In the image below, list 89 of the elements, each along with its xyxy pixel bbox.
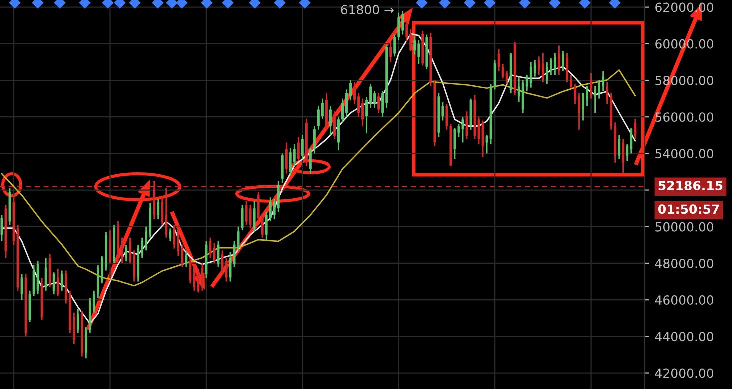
candlestick — [554, 52, 556, 76]
candlestick — [498, 48, 500, 72]
candlestick — [558, 45, 560, 76]
candlestick — [538, 56, 540, 76]
candlestick — [390, 41, 392, 63]
candlestick — [313, 126, 316, 154]
candlestick — [213, 242, 216, 264]
candlestick — [201, 262, 204, 292]
candlestick — [297, 136, 300, 162]
candlestick — [253, 200, 256, 234]
candlestick — [277, 180, 280, 213]
candlestick — [309, 148, 312, 175]
y-tick-label: 44000.00 — [655, 332, 714, 342]
candlestick — [281, 153, 284, 184]
candlestick — [402, 10, 404, 36]
candlestick — [209, 237, 212, 259]
candlestick — [454, 127, 456, 160]
candlestick — [84, 326, 88, 360]
y-tick-label: 50000.00 — [656, 222, 714, 232]
candlestick — [60, 270, 64, 292]
candlestick — [337, 116, 340, 151]
candlestick — [446, 104, 448, 131]
line-series — [1, 70, 636, 287]
candlestick — [56, 268, 60, 298]
candlestick — [285, 142, 288, 175]
candlestick — [241, 204, 244, 232]
candlestick — [630, 127, 633, 154]
candlestick — [249, 204, 252, 230]
candlestick — [546, 62, 548, 85]
candlestick — [225, 257, 228, 282]
candlestick — [157, 198, 160, 220]
candlestick — [197, 268, 200, 294]
candlestick — [566, 52, 568, 84]
y-tick-label: 42000.00 — [655, 368, 714, 378]
candlestick — [378, 92, 380, 114]
y-tick-label: 48000.00 — [655, 258, 714, 268]
candlestick — [494, 60, 496, 90]
candlestick — [550, 58, 552, 76]
candlestick — [506, 70, 508, 85]
candlestick — [257, 191, 260, 222]
candlestick — [570, 74, 572, 89]
candlestick — [221, 250, 224, 276]
candlestick — [289, 148, 292, 176]
candlestick — [398, 12, 400, 41]
candlestick — [374, 90, 376, 109]
candlestick — [598, 80, 601, 100]
candlestick — [594, 85, 597, 114]
candlestick — [44, 257, 48, 292]
candlestick — [76, 308, 80, 334]
candlestick — [125, 244, 128, 262]
candlestick — [418, 40, 420, 65]
candlestick — [32, 264, 36, 298]
candlestick — [333, 110, 336, 140]
candlestick — [20, 274, 24, 301]
candlestick — [394, 34, 396, 58]
candlestick — [502, 63, 504, 80]
candlestick — [189, 257, 192, 284]
candlestick — [165, 188, 168, 239]
ref-line-label: 52186.15 — [658, 181, 723, 191]
line-series — [1, 33, 636, 325]
candlestick — [169, 228, 172, 242]
candlestick — [329, 105, 332, 136]
candlestick — [108, 230, 112, 264]
candlestick — [414, 36, 416, 56]
candlestick — [52, 272, 56, 296]
y-tick-label: 54000.00 — [656, 149, 714, 159]
candlestick — [317, 105, 320, 131]
candlestick — [185, 252, 188, 268]
candlestick — [245, 200, 248, 226]
candlestick — [362, 98, 364, 127]
candlestick — [542, 52, 544, 84]
candlestick — [634, 118, 637, 140]
candlestick — [602, 70, 605, 92]
candlestick — [482, 120, 484, 158]
candlestick — [562, 50, 564, 72]
candlestick — [173, 224, 176, 250]
text: 01:50:57 — [658, 204, 720, 214]
y-tick-label: 46000.00 — [655, 296, 714, 305]
candlestick — [590, 72, 593, 100]
candlestick — [618, 134, 621, 160]
candlestick — [217, 240, 220, 268]
candlestick — [622, 138, 625, 175]
candlestick — [466, 110, 468, 140]
candlestick — [261, 213, 264, 239]
annotation: 61800 → — [341, 5, 394, 15]
candlestick — [530, 62, 532, 89]
candlestick — [193, 264, 196, 292]
candlestick — [301, 134, 304, 160]
candlestick — [586, 85, 589, 107]
